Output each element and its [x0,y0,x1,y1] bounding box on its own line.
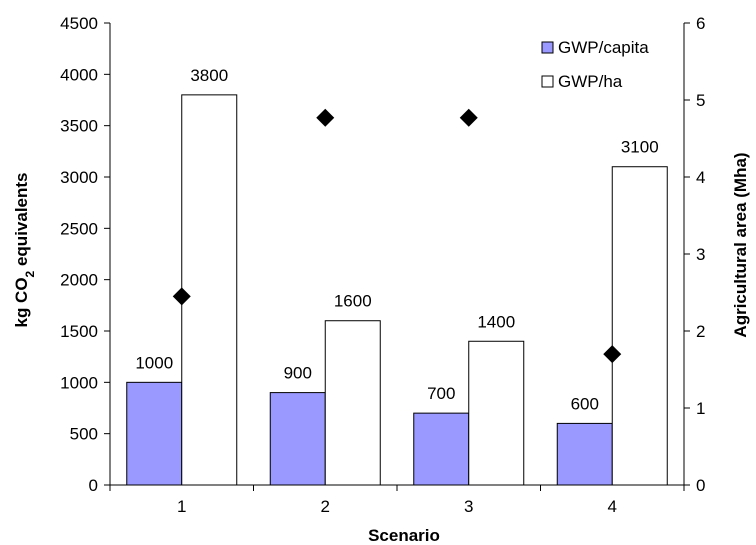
y-tick-label: 4000 [60,65,98,84]
bar-gwp-capita [126,381,183,486]
y-axis-title-subscript: 2 [23,270,37,277]
y-tick-label: 4500 [60,14,98,33]
y2-tick-label: 0 [696,476,705,495]
legend-swatch-gwp-ha [541,75,554,88]
legend-label-gwp-capita: GWP/capita [558,38,649,57]
data-label-gwp-ha: 1400 [477,312,515,331]
bar-gwp-ha [181,94,238,486]
y-axis-title-prefix: kg CO [12,277,31,327]
data-label-gwp-ha: 1600 [334,292,372,311]
data-label-gwp-ha: 3800 [190,66,228,85]
y-axis-title: kg CO2 equivalents [12,172,37,327]
bar-gwp-ha [324,320,381,486]
y-axis-title-suffix: equivalents [12,172,31,270]
y-tick-label: 3000 [60,168,98,187]
y-tick-label: 1500 [60,322,98,341]
data-label-gwp-capita: 900 [284,364,312,383]
y-tick-label: 1000 [60,373,98,392]
agricultural-area-marker [316,108,335,127]
data-label-gwp-capita: 700 [427,384,455,403]
bar-gwp-ha [611,166,668,486]
bar-gwp-capita [556,422,613,486]
data-label-gwp-capita: 600 [571,394,599,413]
bar-gwp-capita [269,392,326,486]
y-tick-label: 0 [89,476,98,495]
bar-gwp-ha [468,340,525,486]
y2-axis-title: Agricultural area (Mha) [731,152,750,337]
y2-tick-label: 5 [696,91,705,110]
x-tick-label: 3 [464,497,473,516]
x-tick-label: 4 [608,497,617,516]
y-tick-label: 3500 [60,117,98,136]
bar-gwp-capita [413,412,470,486]
agricultural-area-marker [459,108,478,127]
y2-tick-label: 4 [696,168,705,187]
data-label-gwp-capita: 1000 [135,353,173,372]
y2-tick-label: 1 [696,399,705,418]
legend-swatch-gwp-capita [541,41,554,54]
legend: GWP/capita GWP/ha [541,38,649,91]
y-tick-label: 2500 [60,219,98,238]
agricultural-area-marker [172,287,191,306]
legend-label-gwp-ha: GWP/ha [558,72,623,91]
data-label-gwp-ha: 3100 [621,138,659,157]
x-tick-label: 2 [321,497,330,516]
x-axis-title: Scenario [368,526,440,545]
y2-tick-label: 3 [696,245,705,264]
y2-tick-label: 6 [696,14,705,33]
agricultural-area-marker [603,345,622,364]
plot-area: 0 500 1000 1500 2000 2500 3000 3500 4000 4500 0 1 2 3… [60,14,705,516]
y-tick-label: 500 [70,425,98,444]
x-tick-label: 1 [177,497,186,516]
y-tick-label: 2000 [60,271,98,290]
y2-tick-label: 2 [696,322,705,341]
